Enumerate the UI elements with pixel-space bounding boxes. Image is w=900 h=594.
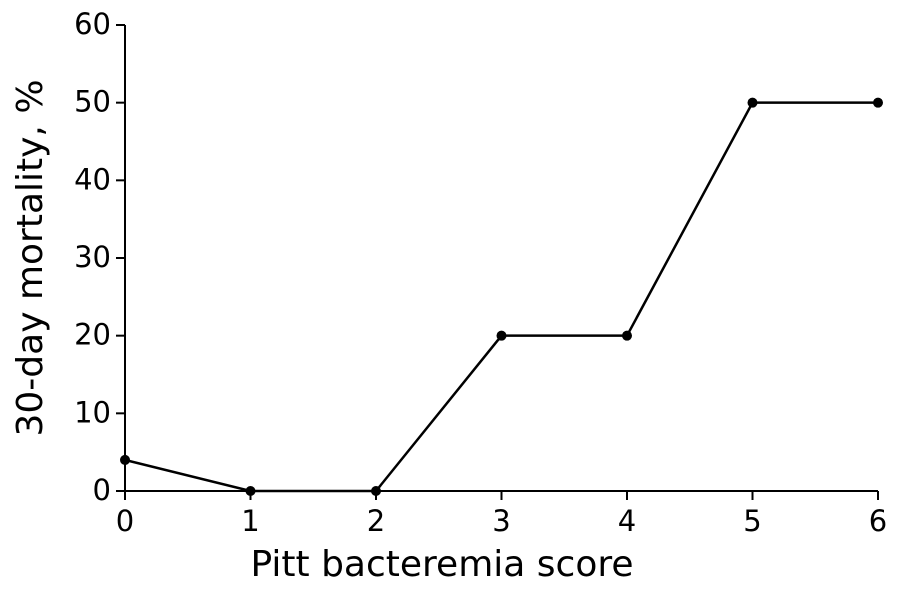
x-tick-label: 2 <box>367 504 385 538</box>
x-tick-label: 6 <box>869 504 887 538</box>
line <box>124 101 878 493</box>
x-tick-label: 5 <box>743 504 761 538</box>
x-tick-label: 1 <box>241 504 259 538</box>
y-tick-label: 10 <box>74 395 111 429</box>
point <box>496 330 507 341</box>
x-tick-label: 4 <box>618 504 636 538</box>
point <box>873 97 883 108</box>
y-tick-label: 0 <box>93 473 111 507</box>
point <box>622 330 632 341</box>
point <box>245 486 256 496</box>
x-tick-label: 3 <box>492 504 510 538</box>
x-tick-label: 0 <box>116 504 134 538</box>
y-tick-label: 60 <box>74 7 111 41</box>
y-axis-label: 30-day mortality, % <box>10 79 51 436</box>
point <box>371 486 381 496</box>
point <box>747 97 758 108</box>
point <box>120 454 130 465</box>
y-tick-label: 30 <box>74 240 111 274</box>
y-tick-label: 40 <box>74 162 111 196</box>
y-tick-label: 20 <box>74 318 111 352</box>
y-tick-label: 50 <box>74 85 111 119</box>
x-axis-label: Pitt bacteremia score <box>250 544 633 585</box>
